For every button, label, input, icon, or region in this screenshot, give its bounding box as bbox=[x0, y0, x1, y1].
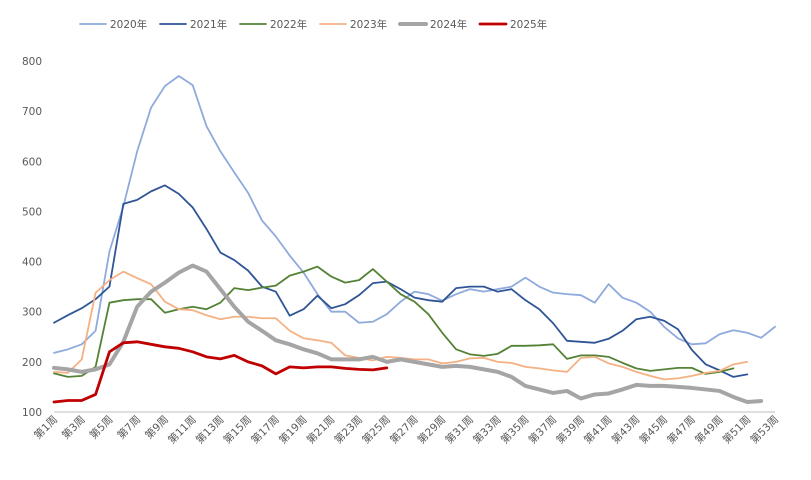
x-tick-label: 第21周 bbox=[304, 413, 337, 446]
x-tick-label: 第35周 bbox=[498, 413, 531, 446]
x-axis: 第1周 第3周 第5周 第7周 第9周第11周第13周第15周第17周第19周第21周第… bbox=[31, 411, 781, 446]
legend-label-2020: 2020年 bbox=[110, 18, 147, 31]
x-tick-label: 第33周 bbox=[470, 413, 503, 446]
series-line-2025 bbox=[52, 340, 389, 404]
series-line-2021 bbox=[53, 184, 749, 378]
legend-label-2023: 2023年 bbox=[350, 18, 387, 31]
legend-label-2025: 2025年 bbox=[510, 18, 547, 31]
series-line-2022 bbox=[53, 265, 735, 378]
x-tick-label: 第5周 bbox=[87, 413, 116, 442]
y-tick-label: 100 bbox=[22, 407, 42, 419]
series-line-2020 bbox=[53, 75, 776, 354]
x-tick-label: 第19周 bbox=[276, 413, 309, 446]
x-tick-label: 第17周 bbox=[248, 413, 281, 446]
x-tick-label: 第25周 bbox=[359, 413, 392, 446]
y-tick-label: 600 bbox=[22, 156, 42, 168]
y-tick-label: 200 bbox=[22, 357, 42, 369]
x-tick-label: 第49周 bbox=[692, 413, 725, 446]
y-tick-label: 400 bbox=[22, 257, 42, 269]
series-layer bbox=[52, 75, 776, 404]
legend-label-2021: 2021年 bbox=[190, 18, 227, 31]
chart-legend: 2020年 2021年 2022年 2023年 2024年 2025年 bbox=[79, 18, 547, 31]
x-tick-label: 第15周 bbox=[221, 413, 254, 446]
y-axis: 100 200 300 400 500 600 700 800 bbox=[22, 56, 42, 419]
x-tick-label: 第37周 bbox=[526, 413, 559, 446]
x-tick-label: 第27周 bbox=[387, 413, 420, 446]
x-tick-label: 第39周 bbox=[554, 413, 587, 446]
x-tick-label: 第13周 bbox=[193, 413, 226, 446]
legend-label-2022: 2022年 bbox=[270, 18, 307, 31]
x-tick-label: 第47周 bbox=[664, 413, 697, 446]
x-tick-label: 第41周 bbox=[581, 413, 614, 446]
x-tick-label: 第11周 bbox=[165, 413, 198, 446]
x-tick-label: 第43周 bbox=[609, 413, 642, 446]
legend-label-2024: 2024年 bbox=[430, 18, 467, 31]
x-tick-label: 第53周 bbox=[748, 413, 781, 446]
y-tick-label: 500 bbox=[22, 206, 42, 218]
x-tick-label: 第45周 bbox=[637, 413, 670, 446]
y-tick-label: 800 bbox=[22, 56, 42, 68]
y-tick-label: 700 bbox=[22, 106, 42, 118]
x-tick-label: 第3周 bbox=[59, 413, 88, 442]
x-tick-label: 第31周 bbox=[443, 413, 476, 446]
x-tick-label: 第7周 bbox=[115, 413, 144, 442]
series-line-2024 bbox=[52, 263, 764, 404]
x-tick-label: 第51周 bbox=[720, 413, 753, 446]
y-tick-label: 300 bbox=[22, 307, 42, 319]
x-tick-label: 第29周 bbox=[415, 413, 448, 446]
x-tick-label: 第23周 bbox=[332, 413, 365, 446]
